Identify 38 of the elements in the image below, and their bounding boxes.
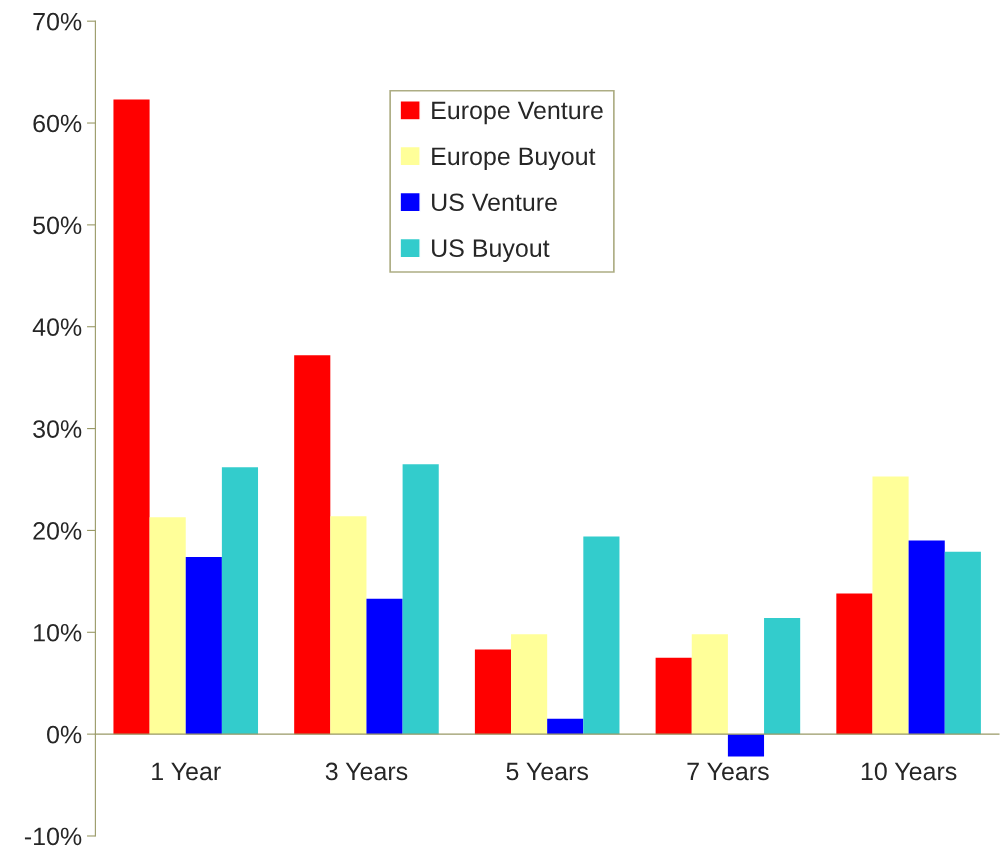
bar <box>366 598 403 735</box>
x-tick-label: 1 Year <box>152 762 221 781</box>
bar <box>691 634 728 735</box>
bar <box>655 657 692 735</box>
bar <box>944 551 981 735</box>
legend-label: US Venture <box>432 193 557 212</box>
y-tick-label: -10% <box>24 827 82 846</box>
y-tick-label: 10% <box>34 623 82 642</box>
legend-label: Europe Venture <box>432 101 603 125</box>
bar <box>583 536 620 735</box>
bar <box>221 467 259 735</box>
y-tick-label: 70% <box>33 12 82 31</box>
x-tick-label: 10 Years <box>861 762 957 781</box>
x-tick-label: 5 Years <box>506 762 588 781</box>
x-tick-label: 7 Years <box>687 762 769 781</box>
bar <box>149 517 186 735</box>
y-tick-label: 30% <box>33 420 82 438</box>
y-tick-label: 0% <box>47 725 82 744</box>
bar <box>727 734 765 757</box>
bar <box>330 516 367 735</box>
legend-label: Europe Buyout <box>432 147 596 171</box>
bar <box>474 649 512 735</box>
bar <box>764 618 801 735</box>
y-tick-label: 40% <box>32 318 82 337</box>
legend-label: US Buyout <box>432 239 550 262</box>
y-tick-label: 20% <box>33 522 82 540</box>
x-tick-label: 3 Years <box>325 762 408 781</box>
bar <box>511 634 548 735</box>
bar <box>113 99 150 735</box>
y-tick-label: 50% <box>33 216 82 235</box>
bar <box>294 355 331 735</box>
bar <box>872 476 909 735</box>
bar <box>836 593 873 735</box>
bar <box>547 718 584 735</box>
bar <box>402 464 439 735</box>
bar <box>185 556 222 735</box>
y-tick-label: 60% <box>33 114 82 133</box>
bar <box>908 540 945 735</box>
